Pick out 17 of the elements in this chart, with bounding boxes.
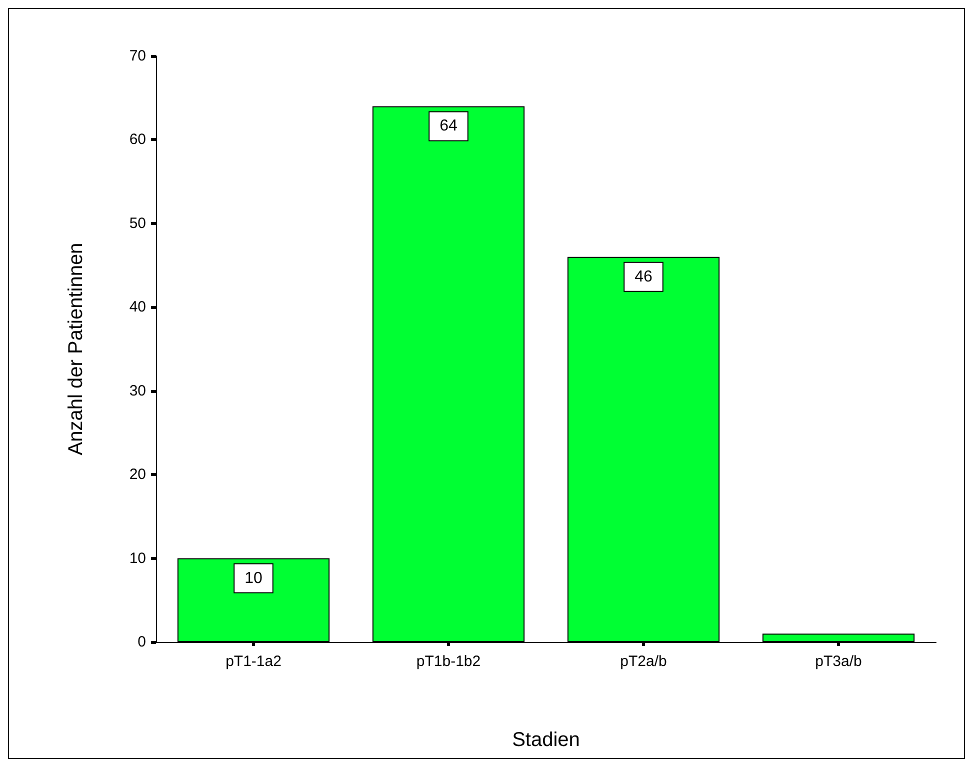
y-axis-title: Anzahl der Patientinnen bbox=[65, 242, 87, 456]
y-tick-label: 0 bbox=[138, 634, 146, 650]
y-tick-label: 50 bbox=[129, 214, 146, 232]
data-label: 10 bbox=[244, 570, 262, 587]
y-tick-label: 10 bbox=[129, 550, 146, 567]
data-label: 64 bbox=[440, 118, 458, 135]
y-tick-label: 70 bbox=[129, 48, 146, 64]
x-tick-label: pT1-1a2 bbox=[226, 653, 282, 670]
x-axis-title: Stadien bbox=[512, 729, 580, 751]
y-tick-label: 60 bbox=[129, 131, 146, 148]
y-tick-label: 30 bbox=[129, 382, 146, 400]
y-tick-label: 40 bbox=[129, 298, 146, 316]
data-label: 46 bbox=[634, 268, 652, 286]
x-tick-label: pT3a/b bbox=[815, 653, 862, 670]
x-tick-label: pT1b-1b2 bbox=[416, 653, 481, 670]
x-tick-label: pT2a/b bbox=[620, 653, 667, 670]
y-tick-label: 20 bbox=[129, 466, 146, 484]
